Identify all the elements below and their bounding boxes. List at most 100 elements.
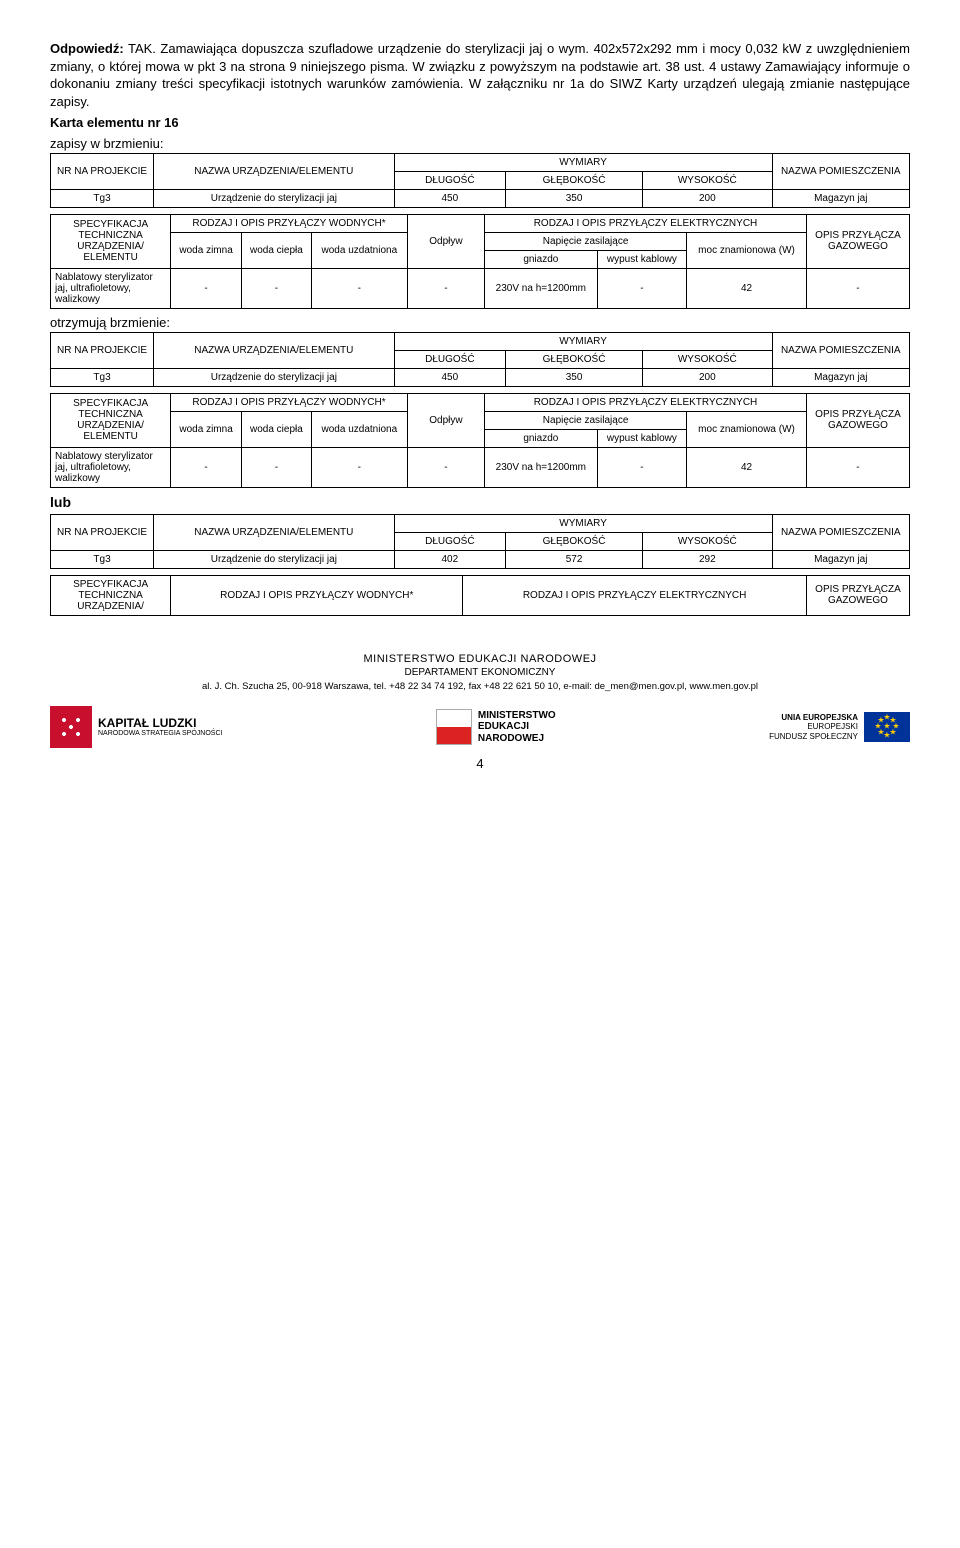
col-wymiary: WYMIARY (394, 153, 772, 171)
el-header: RODZAJ I OPIS PRZYŁĄCZY ELEKTRYCZNYCH (485, 214, 807, 232)
col-d: DŁUGOŚĆ (394, 171, 505, 189)
eu-logo-block: UNIA EUROPEJSKA EUROPEJSKI FUNDUSZ SPOŁE… (769, 712, 910, 742)
volt: 230V na h=1200mm (485, 268, 598, 308)
col-nazwa: NAZWA URZĄDZENIA/ELEMENTU (154, 332, 395, 368)
cell-d: 450 (394, 368, 505, 386)
cell-name: Urządzenie do sterylizacji jaj (154, 550, 395, 568)
moc: moc znamionowa (W) (687, 232, 807, 268)
cell-w: 292 (643, 550, 773, 568)
zapisy-label: zapisy w brzmieniu: (50, 136, 910, 151)
gniazdo: gniazdo (485, 429, 598, 447)
cell-room: Magazyn jaj (772, 189, 909, 207)
cell-g: 350 (506, 189, 643, 207)
col-d: DŁUGOŚĆ (394, 350, 505, 368)
d1: - (171, 268, 242, 308)
col-pom: NAZWA POMIESZCZENIA (772, 332, 909, 368)
gaz-h: OPIS PRZYŁĄCZA GAZOWEGO (806, 575, 909, 615)
col-g: GŁĘBOKOŚĆ (506, 171, 643, 189)
d2: - (241, 268, 311, 308)
header-table-3: NR NA PROJEKCIE NAZWA URZĄDZENIA/ELEMENT… (50, 514, 910, 569)
wu: woda uzdatniona (311, 232, 407, 268)
el-header: RODZAJ I OPIS PRZYŁĄCZY ELEKTRYCZNYCH (463, 575, 807, 615)
d4: - (407, 268, 484, 308)
spec-label: SPECYFIKACJA TECHNICZNA URZĄDZENIA/ ELEM… (51, 393, 171, 447)
d3: - (311, 447, 407, 487)
col-nazwa: NAZWA URZĄDZENIA/ELEMENTU (154, 514, 395, 550)
d2: - (241, 447, 311, 487)
gaz-h: OPIS PRZYŁĄCZA GAZOWEGO (806, 393, 909, 447)
spec-row-label: Nablatowy sterylizator jaj, ultrafioleto… (51, 268, 171, 308)
footer-address: al. J. Ch. Szucha 25, 00-918 Warszawa, t… (50, 681, 910, 692)
spec-label-short: SPECYFIKACJA TECHNICZNA URZĄDZENIA/ (51, 575, 171, 615)
cell-name: Urządzenie do sterylizacji jaj (154, 189, 395, 207)
cell-g: 350 (506, 368, 643, 386)
power: 42 (687, 447, 807, 487)
wypust: wypust kablowy (597, 250, 687, 268)
volt: 230V na h=1200mm (485, 447, 598, 487)
odplyw-h: Odpływ (407, 214, 484, 268)
kapital-ludzki-logo: KAPITAŁ LUDZKI NARODOWA STRATEGIA SPÓJNO… (50, 706, 222, 748)
col-g: GŁĘBOKOŚĆ (506, 532, 643, 550)
kapital-text-2: NARODOWA STRATEGIA SPÓJNOŚCI (98, 730, 222, 738)
col-nazwa: NAZWA URZĄDZENIA/ELEMENTU (154, 153, 395, 189)
col-d: DŁUGOŚĆ (394, 532, 505, 550)
wz: woda zimna (171, 411, 242, 447)
nap: Napięcie zasilające (485, 232, 687, 250)
d1: - (171, 447, 242, 487)
col-wymiary: WYMIARY (394, 332, 772, 350)
page-footer: MINISTERSTWO EDUKACJI NARODOWEJ DEPARTAM… (50, 652, 910, 771)
men2: EDUKACJI (478, 721, 556, 733)
cell-tg3: Tg3 (51, 189, 154, 207)
col-wymiary: WYMIARY (394, 514, 772, 532)
col-w: WYSOKOŚĆ (643, 171, 773, 189)
odplyw-h: Odpływ (407, 393, 484, 447)
department-name: DEPARTAMENT EKONOMICZNY (50, 666, 910, 679)
page-number: 4 (50, 756, 910, 771)
header-table-1: NR NA PROJEKCIE NAZWA URZĄDZENIA/ELEMENT… (50, 153, 910, 208)
cell-d: 402 (394, 550, 505, 568)
gniazdo: gniazdo (485, 250, 598, 268)
eu-flag-icon (864, 712, 910, 742)
power: 42 (687, 268, 807, 308)
gaz-h: OPIS PRZYŁĄCZA GAZOWEGO (806, 214, 909, 268)
d5: - (597, 268, 687, 308)
wz: woda zimna (171, 232, 242, 268)
d4: - (407, 447, 484, 487)
men3: NARODOWEJ (478, 733, 556, 745)
cell-room: Magazyn jaj (772, 550, 909, 568)
cell-g: 572 (506, 550, 643, 568)
spec-row-label: Nablatowy sterylizator jaj, ultrafioleto… (51, 447, 171, 487)
col-pom: NAZWA POMIESZCZENIA (772, 514, 909, 550)
intro-paragraph: Odpowiedź: TAK. Zamawiająca dopuszcza sz… (50, 40, 910, 110)
d6: - (806, 268, 909, 308)
col-pom: NAZWA POMIESZCZENIA (772, 153, 909, 189)
cell-name: Urządzenie do sterylizacji jaj (154, 368, 395, 386)
nap: Napięcie zasilające (485, 411, 687, 429)
spec-table-3-partial: SPECYFIKACJA TECHNICZNA URZĄDZENIA/ RODZ… (50, 575, 910, 616)
answer-text: TAK. Zamawiająca dopuszcza szufladowe ur… (50, 41, 910, 109)
eu3: FUNDUSZ SPOŁECZNY (769, 732, 858, 741)
spec-table-2: SPECYFIKACJA TECHNICZNA URZĄDZENIA/ ELEM… (50, 393, 910, 488)
d3: - (311, 268, 407, 308)
col-nr: NR NA PROJEKCIE (51, 332, 154, 368)
wod-header: RODZAJ I OPIS PRZYŁĄCZY WODNYCH* (171, 575, 463, 615)
moc: moc znamionowa (W) (687, 411, 807, 447)
wod-header: RODZAJ I OPIS PRZYŁĄCZY WODNYCH* (171, 214, 408, 232)
d5: - (597, 447, 687, 487)
spec-label: SPECYFIKACJA TECHNICZNA URZĄDZENIA/ ELEM… (51, 214, 171, 268)
cell-w: 200 (643, 368, 773, 386)
col-w: WYSOKOŚĆ (643, 350, 773, 368)
header-table-2: NR NA PROJEKCIE NAZWA URZĄDZENIA/ELEMENT… (50, 332, 910, 387)
col-g: GŁĘBOKOŚĆ (506, 350, 643, 368)
wc: woda ciepła (241, 411, 311, 447)
spec-table-1: SPECYFIKACJA TECHNICZNA URZĄDZENIA/ ELEM… (50, 214, 910, 309)
wod-header: RODZAJ I OPIS PRZYŁĄCZY WODNYCH* (171, 393, 408, 411)
men-shield-icon (436, 709, 472, 745)
men-logo-block: MINISTERSTWO EDUKACJI NARODOWEJ (436, 709, 556, 745)
lub-label: lub (50, 494, 910, 510)
wypust: wypust kablowy (597, 429, 687, 447)
cell-tg3: Tg3 (51, 550, 154, 568)
cell-tg3: Tg3 (51, 368, 154, 386)
kapital-text-1: KAPITAŁ LUDZKI (98, 717, 222, 730)
col-nr: NR NA PROJEKCIE (51, 153, 154, 189)
